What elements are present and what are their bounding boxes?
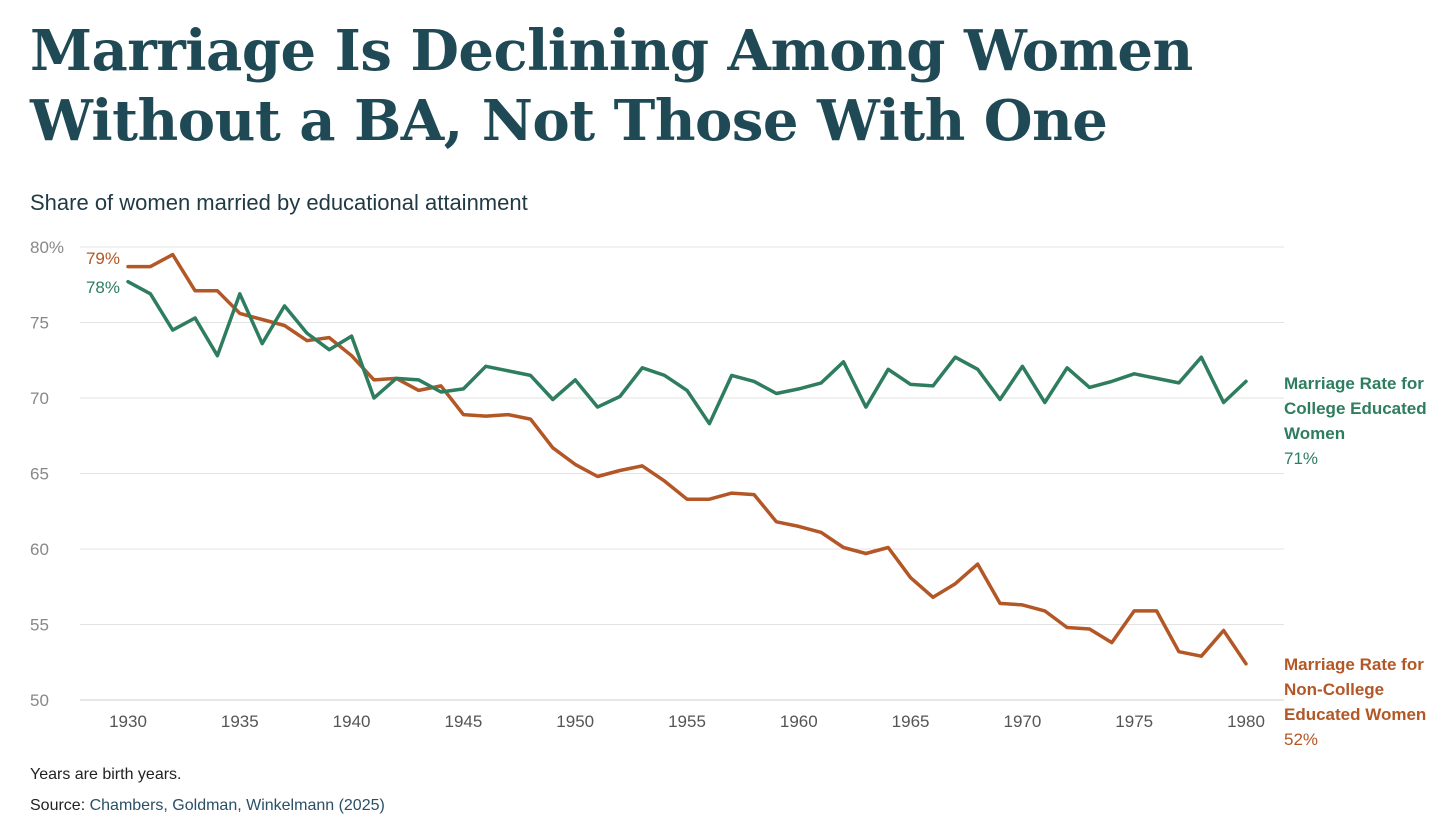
- chart-subtitle: Share of women married by educational at…: [30, 190, 528, 215]
- source-prefix: Source:: [30, 797, 90, 814]
- x-tick-label: 1945: [444, 712, 482, 731]
- y-tick-label: 80%: [30, 238, 64, 257]
- y-tick-label: 60: [30, 540, 49, 559]
- college-series-line: [126, 279, 1248, 426]
- noncollege-series-line: [126, 252, 1248, 666]
- noncollege-series-label: Marriage Rate for Non-College Educated W…: [1284, 652, 1444, 752]
- x-tick-label: 1970: [1003, 712, 1041, 731]
- x-tick-label: 1930: [109, 712, 147, 731]
- x-tick-label: 1950: [556, 712, 594, 731]
- x-tick-label: 1935: [221, 712, 259, 731]
- college-end-value: 71%: [1284, 449, 1319, 468]
- noncollege-series-name: Marriage Rate for Non-College Educated W…: [1284, 655, 1427, 724]
- x-tick-label: 1940: [333, 712, 371, 731]
- y-tick-label: 75: [30, 314, 49, 333]
- footnote: Years are birth years.: [30, 766, 182, 783]
- noncollege-end-value: 52%: [1284, 730, 1319, 749]
- x-tick-label: 1960: [780, 712, 818, 731]
- college-series-label: Marriage Rate for College Educated Women…: [1284, 371, 1444, 471]
- college-start-value: 78%: [86, 278, 120, 297]
- x-tick-label: 1975: [1115, 712, 1153, 731]
- noncollege-start-value: 79%: [86, 249, 120, 268]
- x-tick-label: 1980: [1227, 712, 1265, 731]
- y-tick-label: 55: [30, 616, 49, 635]
- source-link[interactable]: Chambers, Goldman, Winkelmann (2025): [89, 797, 385, 814]
- line-chart: 50 55 60 65 70 75 80% 1930 1935 1940 1945 1950 1955 1…: [30, 238, 1284, 731]
- y-tick-label: 50: [30, 691, 49, 710]
- chart-title: Marriage Is Declining Among Women Withou…: [30, 18, 1193, 154]
- x-tick-label: 1955: [668, 712, 706, 731]
- source-note: Source: Chambers, Goldman, Winkelmann (2…: [30, 797, 385, 815]
- x-tick-label: 1965: [892, 712, 930, 731]
- y-tick-label: 65: [30, 465, 49, 484]
- y-tick-label: 70: [30, 389, 49, 408]
- college-series-name: Marriage Rate for College Educated Women: [1284, 374, 1427, 443]
